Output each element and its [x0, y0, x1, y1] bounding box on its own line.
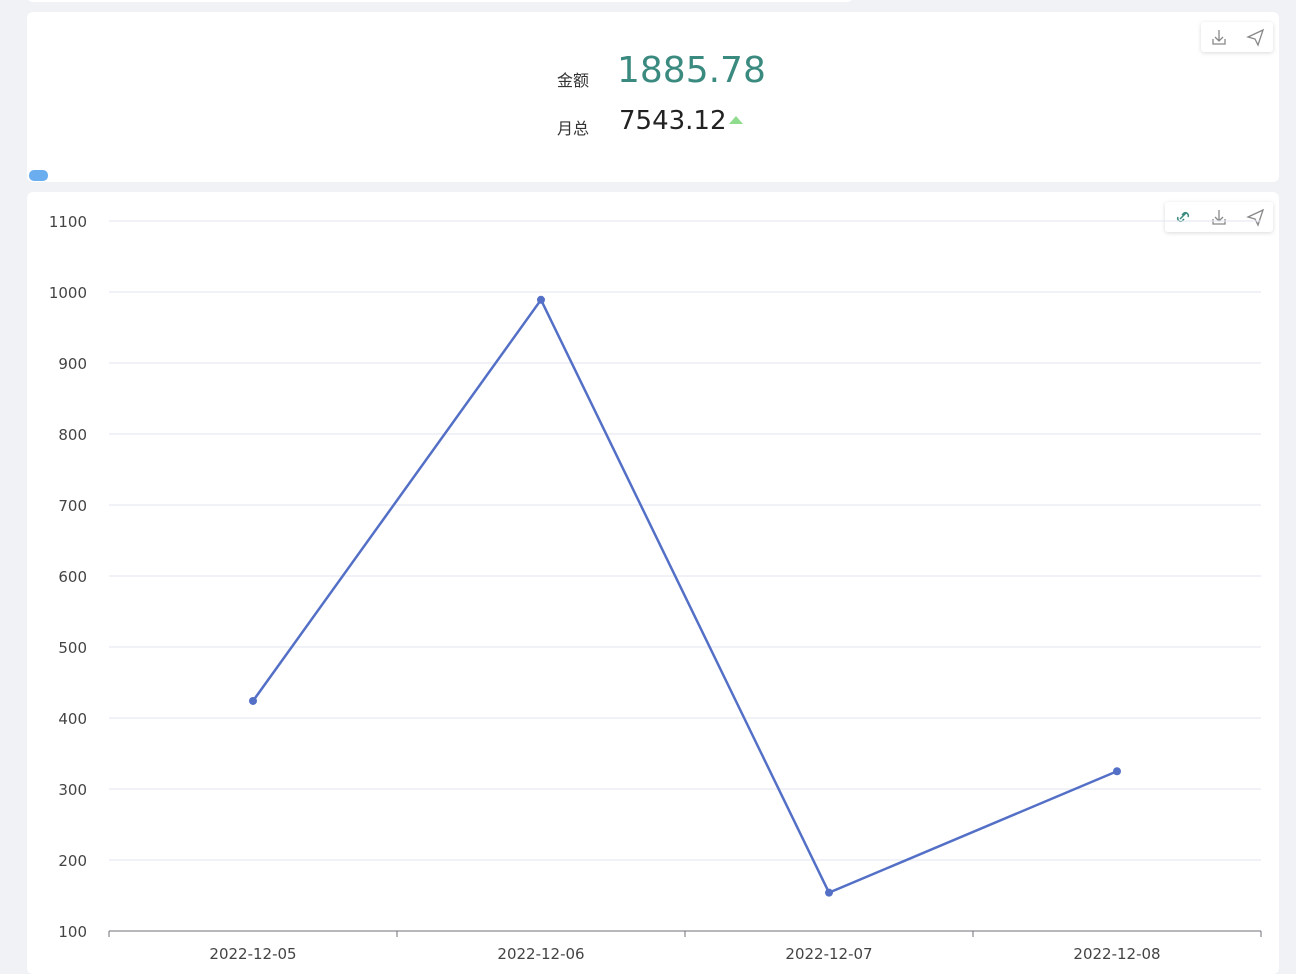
send-icon[interactable] — [1237, 22, 1273, 52]
kpi-sub-value: 7543.12 — [619, 106, 727, 136]
top-card — [27, 0, 853, 2]
chart: 100 200 300 400 500 600 700 800 900 1000 1100 2022-… — [49, 213, 1262, 963]
line — [251, 297, 1118, 895]
y-tick-label: 600 — [58, 568, 87, 586]
y-tick-label: 900 — [58, 355, 87, 373]
y-tick-label: 1000 — [49, 284, 87, 302]
x-tick-label: 2022-12-07 — [785, 945, 872, 963]
point — [825, 888, 833, 897]
y-tick-label: 700 — [58, 497, 87, 515]
point — [1113, 767, 1121, 776]
download-icon[interactable] — [1201, 22, 1237, 52]
y-tick-label: 300 — [58, 781, 87, 799]
x-tick-label: 2022-12-06 — [497, 945, 584, 963]
y-tick-label: 100 — [58, 923, 87, 941]
y-tick-label: 1100 — [49, 213, 87, 231]
kpi-card: 金额 1885.78 月总 7543.12 — [27, 12, 1279, 182]
y-tick-label: 800 — [58, 426, 87, 444]
y-tick-label: 500 — [58, 639, 87, 657]
up-arrow — [729, 116, 743, 124]
toolbar — [1201, 22, 1273, 52]
chart-card: 100 200 300 400 500 600 700 800 900 1000 1100 2022-… — [27, 192, 1279, 974]
x-tick-label: 2022-12-05 — [209, 945, 296, 963]
x-tick-label: 2022-12-08 — [1073, 945, 1160, 963]
kpi-sub-label: 月总 — [557, 119, 590, 138]
point — [537, 295, 545, 304]
send-icon[interactable] — [1237, 202, 1273, 232]
toolbar — [1165, 202, 1273, 232]
y-tick-label: 200 — [58, 852, 87, 870]
point — [249, 696, 257, 705]
y-tick-label: 400 — [58, 710, 87, 728]
kpi-label: 金额 — [557, 71, 590, 90]
kpi-value: 1885.78 — [617, 50, 766, 91]
handle — [29, 170, 48, 181]
